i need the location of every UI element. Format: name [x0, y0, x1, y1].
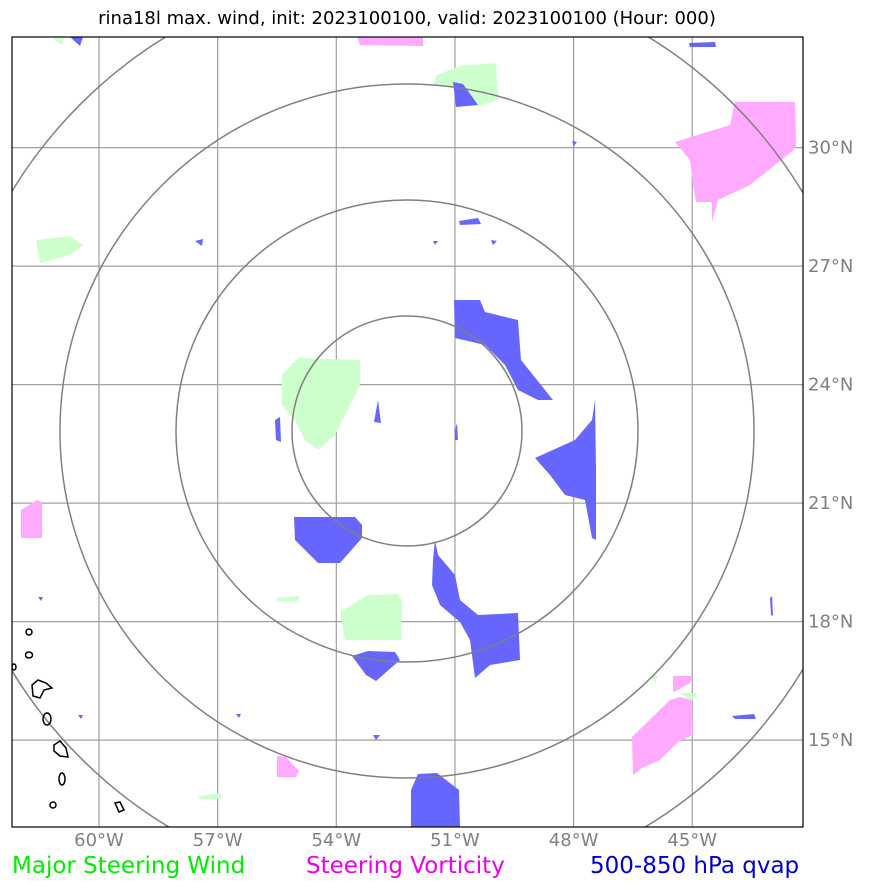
- qvap-area: [70, 37, 83, 46]
- qvap-area: [770, 596, 773, 616]
- latitude-tick-label: 15°N: [808, 730, 853, 751]
- wind-area: [433, 63, 498, 106]
- longitude-tick-label: 45°W: [667, 830, 717, 851]
- qvap-area: [411, 773, 460, 827]
- island-outline: [113, 801, 126, 813]
- qvap-area: [300, 538, 318, 541]
- vorticity-area: [675, 102, 796, 222]
- qvap-area: [689, 42, 716, 47]
- qvap-area: [38, 597, 43, 601]
- coastlines: [12, 628, 126, 813]
- qvap-area: [275, 417, 281, 442]
- qvap-area: [732, 714, 756, 719]
- vorticity-area: [357, 37, 423, 46]
- island-outline: [42, 712, 52, 726]
- steering-wind-layer: [36, 38, 697, 799]
- wind-area: [680, 693, 697, 701]
- qvap-area: [455, 423, 458, 440]
- wind-area: [52, 38, 64, 45]
- latitude-tick-label: 18°N: [808, 612, 853, 633]
- island-outline: [53, 740, 69, 758]
- qvap-area: [78, 715, 83, 719]
- qvap-area: [433, 241, 438, 245]
- range-ring: [291, 315, 523, 547]
- wind-area: [198, 793, 222, 799]
- legend-steering-wind: Major Steering Wind: [12, 853, 246, 879]
- longitude-tick-label: 54°W: [311, 830, 361, 851]
- qvap-area: [459, 218, 481, 225]
- longitude-tick-label: 51°W: [430, 830, 480, 851]
- range-ring: [175, 199, 639, 663]
- vorticity-area: [21, 500, 42, 538]
- legend-qvap: 500-850 hPa qvap: [590, 853, 800, 879]
- steering-vorticity-layer: [21, 37, 796, 777]
- vorticity-area: [632, 697, 693, 775]
- qvap-area: [374, 400, 381, 423]
- wind-area: [276, 596, 300, 601]
- wind-area: [282, 358, 360, 450]
- longitude-tick-labels: 60°W 57°W 54°W 51°W 48°W 45°W: [74, 830, 717, 851]
- vorticity-area: [277, 756, 299, 777]
- qvap-area: [373, 735, 380, 740]
- wind-area: [36, 236, 83, 263]
- island-outline: [25, 628, 33, 636]
- qvap-area: [454, 300, 553, 400]
- island-outline: [31, 679, 54, 699]
- map-frame: [11, 36, 804, 828]
- latitude-tick-label: 27°N: [808, 256, 853, 277]
- qvap-area: [535, 400, 596, 540]
- vorticity-area: [673, 676, 693, 692]
- latitude-tick-label: 21°N: [808, 493, 853, 514]
- qvap-area: [236, 714, 241, 718]
- island-outline: [58, 772, 66, 786]
- island-outline: [49, 801, 57, 809]
- longitude-tick-label: 48°W: [549, 830, 599, 851]
- qvap-area: [491, 240, 497, 245]
- island-outline: [24, 651, 34, 659]
- legend-steering-vorticity: Steering Vorticity: [306, 853, 505, 879]
- island-outline: [12, 663, 17, 671]
- wind-area: [340, 594, 402, 640]
- longitude-tick-label: 60°W: [74, 830, 124, 851]
- latitude-tick-labels: 30°N 27°N 24°N 21°N 18°N 15°N: [808, 138, 853, 751]
- map-title: rina18l max. wind, init: 2023100100, val…: [98, 8, 716, 29]
- latitude-tick-label: 30°N: [808, 138, 853, 159]
- map-plot-area: [12, 37, 803, 827]
- qvap-area: [195, 239, 203, 246]
- range-ring: [59, 83, 755, 779]
- qvap-area: [572, 141, 577, 146]
- longitude-tick-label: 57°W: [193, 830, 243, 851]
- latitude-tick-label: 24°N: [808, 375, 853, 396]
